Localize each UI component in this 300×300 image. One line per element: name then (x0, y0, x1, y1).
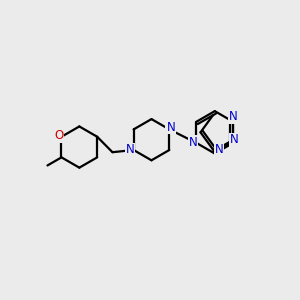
Text: N: N (230, 134, 239, 146)
Text: N: N (229, 110, 238, 123)
Text: N: N (214, 143, 223, 156)
Text: N: N (167, 121, 175, 134)
Text: N: N (188, 136, 197, 149)
Text: N: N (126, 143, 134, 157)
Text: O: O (54, 129, 63, 142)
